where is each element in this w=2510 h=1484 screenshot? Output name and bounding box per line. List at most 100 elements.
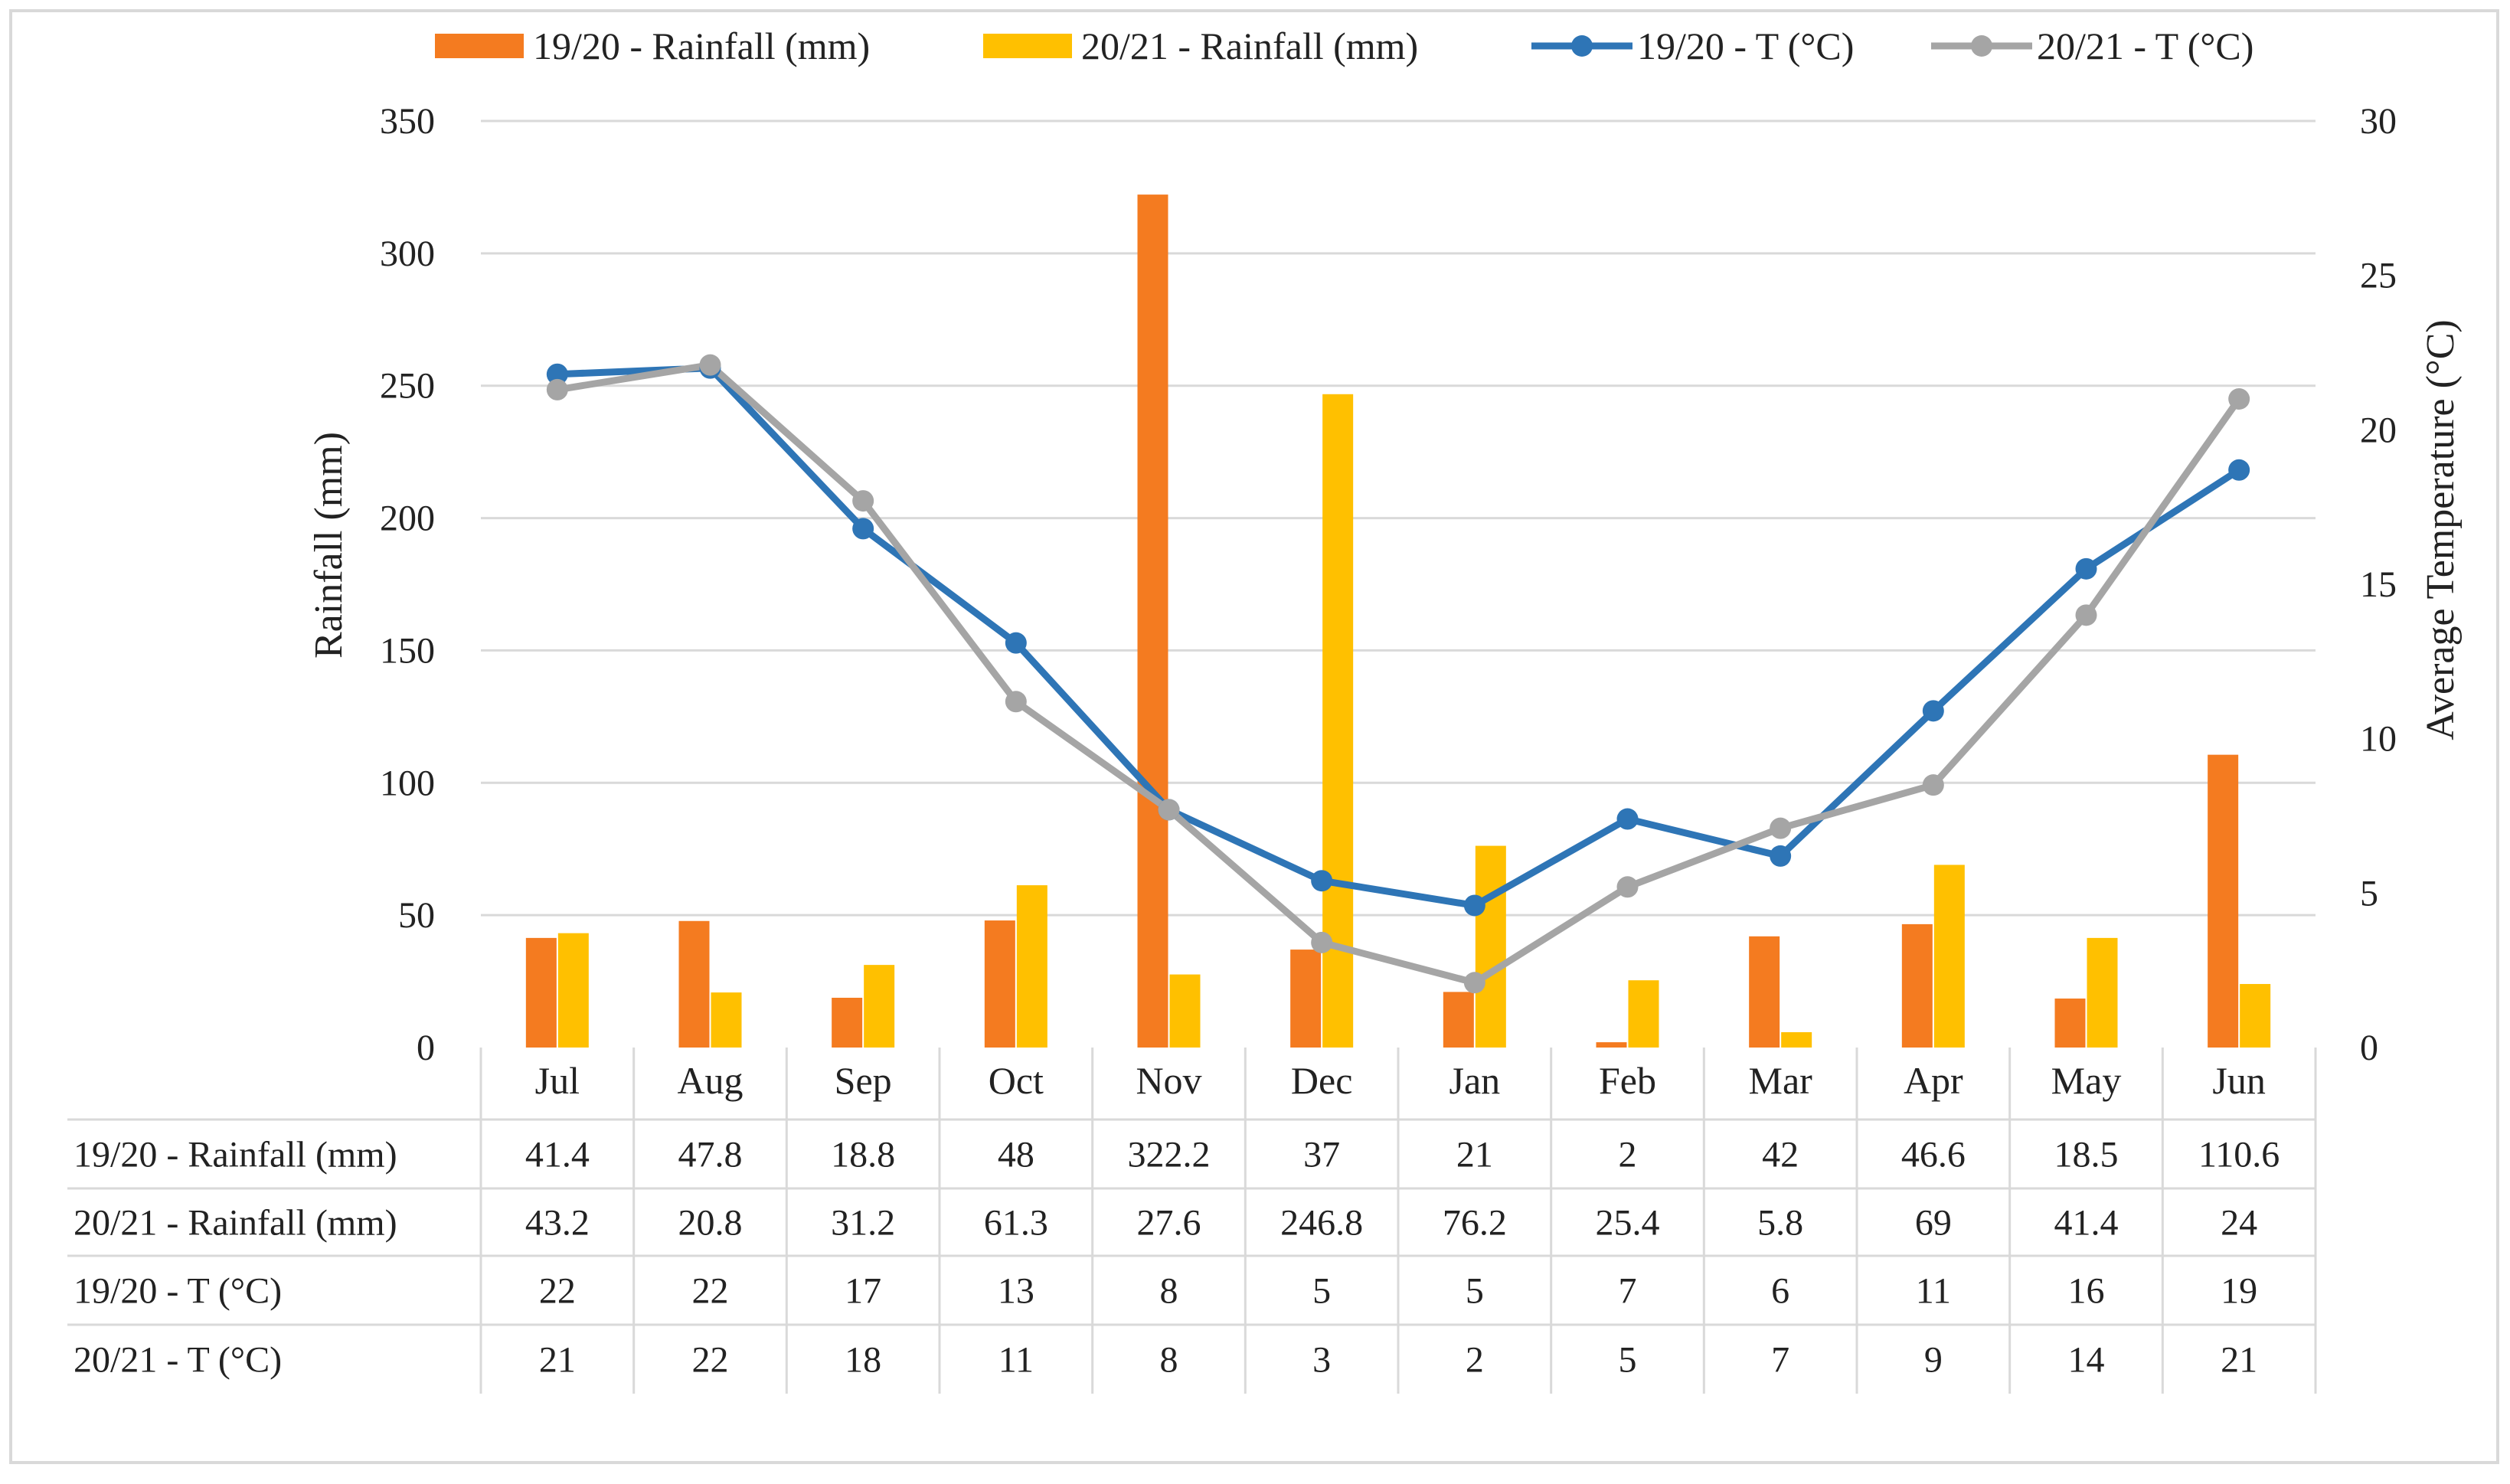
table-cell: 46.6 xyxy=(1901,1134,1966,1175)
point-19-20-t-c-sep xyxy=(852,518,874,540)
y-right-tick-label: 25 xyxy=(2360,256,2397,296)
table-cell: 18.5 xyxy=(2054,1134,2119,1175)
category-label-aug: Aug xyxy=(677,1059,743,1102)
table-cell: 11 xyxy=(1916,1270,1951,1311)
y-axis-left-title: Rainfall (mm) xyxy=(307,432,351,659)
table-row-label: 20/21 - T (°C) xyxy=(74,1339,282,1380)
point-20-21-t-c-feb xyxy=(1616,876,1639,898)
bar-20-21-rainfall-mm-sep xyxy=(864,965,895,1048)
bar-19-20-rainfall-mm-dec xyxy=(1290,950,1322,1048)
y-right-tick-label: 0 xyxy=(2360,1028,2378,1068)
table-cell: 246.8 xyxy=(1280,1202,1363,1243)
table-cell: 110.6 xyxy=(2198,1134,2280,1175)
point-20-21-t-c-sep xyxy=(852,490,874,512)
bar-19-20-rainfall-mm-mar xyxy=(1749,936,1780,1048)
point-20-21-t-c-oct xyxy=(1005,691,1027,713)
table-cell: 18 xyxy=(845,1339,881,1380)
bar-19-20-rainfall-mm-oct xyxy=(984,920,1015,1048)
y-right-tick-label: 20 xyxy=(2360,410,2397,450)
legend-label-19-20-t-c: 19/20 - T (°C) xyxy=(1637,25,1854,67)
point-19-20-t-c-apr xyxy=(1922,700,1944,722)
table-cell: 24 xyxy=(2221,1202,2257,1243)
chart-frame xyxy=(9,9,2499,1464)
category-label-oct: Oct xyxy=(989,1059,1044,1102)
bar-19-20-rainfall-mm-may xyxy=(2054,999,2086,1048)
bar-19-20-rainfall-mm-apr xyxy=(1901,923,1933,1048)
table-cell: 7 xyxy=(1619,1270,1637,1311)
point-19-20-t-c-may xyxy=(2075,557,2097,580)
table-cell: 27.6 xyxy=(1137,1202,1201,1243)
table-cell: 21 xyxy=(1456,1134,1493,1175)
y-left-tick-label: 100 xyxy=(380,763,435,803)
y-axis-right-title: Average Temperature (°C) xyxy=(2419,319,2463,740)
table-cell: 9 xyxy=(1924,1339,1943,1380)
table-cell: 22 xyxy=(539,1270,576,1311)
bar-20-21-rainfall-mm-nov xyxy=(1169,974,1201,1048)
table-cell: 3 xyxy=(1312,1339,1331,1380)
point-20-21-t-c-mar xyxy=(1770,817,1792,839)
y-right-tick-label: 5 xyxy=(2360,873,2378,914)
table-row-label: 19/20 - T (°C) xyxy=(74,1270,282,1311)
table-cell: 5.8 xyxy=(1757,1202,1803,1243)
category-label-jun: Jun xyxy=(2212,1059,2265,1102)
bar-20-21-rainfall-mm-feb xyxy=(1628,980,1659,1048)
table-cell: 19 xyxy=(2221,1270,2257,1311)
table-cell: 11 xyxy=(998,1339,1034,1380)
bar-20-21-rainfall-mm-jul xyxy=(557,933,589,1048)
bar-19-20-rainfall-mm-jul xyxy=(525,937,557,1048)
category-label-dec: Dec xyxy=(1291,1059,1353,1102)
bar-19-20-rainfall-mm-sep xyxy=(832,998,863,1048)
y-right-tick-label: 10 xyxy=(2360,719,2397,760)
table-cell: 31.2 xyxy=(831,1202,895,1243)
y-left-tick-label: 50 xyxy=(398,895,435,936)
line-19-20-t-c xyxy=(554,364,2243,909)
y-left-tick-label: 350 xyxy=(380,101,435,142)
y-left-tick-label: 0 xyxy=(417,1028,435,1068)
point-19-20-t-c-jan xyxy=(1463,894,1485,917)
table-cell: 61.3 xyxy=(984,1202,1048,1243)
bar-19-20-rainfall-mm-jan xyxy=(1443,992,1474,1048)
bar-20-21-rainfall-mm-aug xyxy=(711,992,742,1048)
table-cell: 20.8 xyxy=(678,1202,743,1243)
category-label-apr: Apr xyxy=(1904,1059,1963,1102)
legend-swatch-19-20-rainfall-mm xyxy=(435,34,524,58)
point-20-21-t-c-jan xyxy=(1463,972,1485,994)
table-cell: 5 xyxy=(1312,1270,1331,1311)
bar-19-20-rainfall-mm-jun xyxy=(2208,754,2239,1048)
point-19-20-t-c-oct xyxy=(1005,632,1027,654)
bar-20-21-rainfall-mm-oct xyxy=(1016,885,1047,1048)
table-cell: 41.4 xyxy=(525,1134,590,1175)
table-cell: 69 xyxy=(1915,1202,1952,1243)
table-cell: 43.2 xyxy=(525,1202,590,1243)
rainfall-bars xyxy=(525,194,2271,1048)
table-cell: 21 xyxy=(2221,1339,2257,1380)
table-row-label: 19/20 - Rainfall (mm) xyxy=(74,1134,397,1175)
table-cell: 6 xyxy=(1771,1270,1789,1311)
legend: 19/20 - Rainfall (mm) 20/21 - Rainfall (m… xyxy=(435,25,2253,67)
line-20-21-t-c xyxy=(554,361,2243,986)
y-right-tick-label: 15 xyxy=(2360,564,2397,605)
table-cell: 37 xyxy=(1303,1134,1340,1175)
table-cell: 8 xyxy=(1160,1270,1178,1311)
table-cell: 14 xyxy=(2068,1339,2105,1380)
legend-swatch-20-21-rainfall-mm xyxy=(983,34,1072,58)
table-cell: 5 xyxy=(1466,1270,1484,1311)
table-cell: 2 xyxy=(1619,1134,1637,1175)
table-cell: 48 xyxy=(998,1134,1034,1175)
legend-label-19-20-rainfall-mm: 19/20 - Rainfall (mm) xyxy=(533,25,870,67)
bar-20-21-rainfall-mm-apr xyxy=(1933,865,1965,1048)
legend-label-20-21-t-c: 20/21 - T (°C) xyxy=(2037,25,2253,67)
bar-20-21-rainfall-mm-jun xyxy=(2240,984,2271,1048)
table-cell: 16 xyxy=(2068,1270,2105,1311)
table-cell: 42 xyxy=(1762,1134,1799,1175)
legend-label-20-21-rainfall-mm: 20/21 - Rainfall (mm) xyxy=(1081,25,1418,67)
point-19-20-t-c-feb xyxy=(1616,808,1639,830)
bar-19-20-rainfall-mm-aug xyxy=(678,920,710,1048)
table-cell: 76.2 xyxy=(1443,1202,1507,1243)
table-cell: 22 xyxy=(692,1270,729,1311)
y-left-tick-label: 300 xyxy=(380,234,435,274)
table-cell: 21 xyxy=(539,1339,576,1380)
temperature-lines xyxy=(546,354,2250,994)
legend-marker-19-20-t-c xyxy=(1571,35,1593,57)
category-label-feb: Feb xyxy=(1599,1059,1656,1102)
